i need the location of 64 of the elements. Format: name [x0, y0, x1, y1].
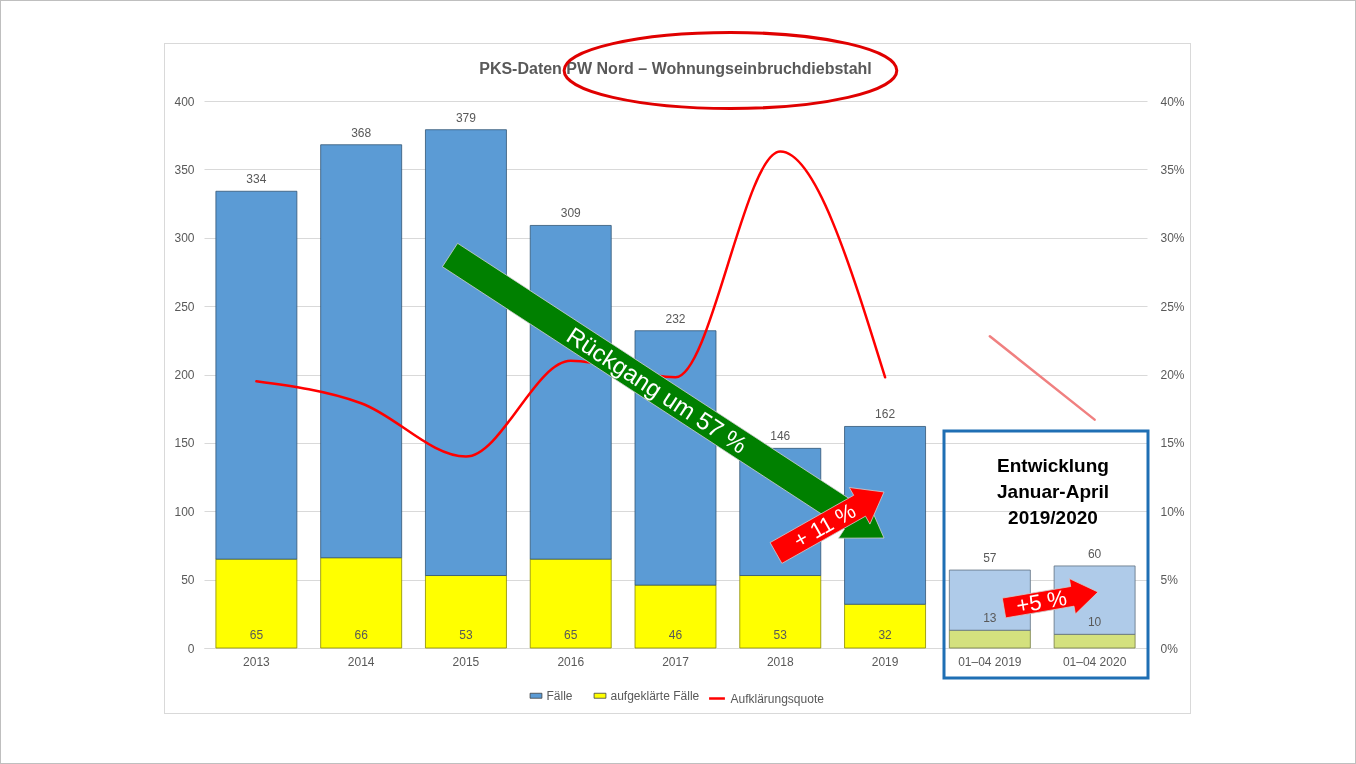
y-tick-label: 250 — [174, 299, 195, 314]
y2-tick-label: 15% — [1160, 436, 1185, 451]
bar — [844, 603, 926, 649]
data-label: 10 — [1087, 615, 1102, 630]
annotation: Entwicklung Januar-April 2019/2020 — [997, 454, 1109, 528]
total-label: 146 — [770, 429, 791, 444]
bar — [425, 129, 507, 576]
y2-tick-label: 5% — [1160, 573, 1179, 588]
y-tick-label: 200 — [174, 368, 195, 382]
bar — [425, 575, 507, 649]
total-label: 368 — [351, 125, 372, 140]
x-tick-label: 2017 — [662, 654, 690, 669]
x-tick-label: 2016 — [557, 654, 585, 669]
total-label: 379 — [455, 110, 477, 125]
total-label: 334 — [246, 172, 267, 187]
data-label: 32 — [878, 628, 893, 642]
data-label: 53 — [773, 628, 788, 642]
total-label: 232 — [665, 311, 686, 326]
bar — [215, 558, 298, 649]
legend-label: aufgeklärte Fälle — [610, 688, 700, 703]
bar — [320, 144, 403, 559]
legend-label: Fälle — [546, 688, 573, 703]
y-tick-label: 0 — [187, 641, 195, 656]
y2-tick-label: 30% — [1160, 231, 1185, 246]
total-label: 309 — [560, 206, 582, 221]
data-label: 46 — [668, 628, 683, 642]
total-label: 60 — [1087, 546, 1102, 561]
data-label: 65 — [564, 628, 578, 642]
y2-tick-label: 35% — [1160, 162, 1185, 177]
data-label: 13 — [983, 611, 997, 626]
y2-tick-label: 25% — [1160, 299, 1185, 314]
data-label: 65 — [249, 628, 264, 642]
legend-label: Aufklärungsquote — [730, 691, 825, 706]
bar — [739, 575, 822, 649]
y-tick-label: 100 — [174, 504, 195, 519]
chart-title: PKS-Daten PW Nord – Wohnungseinbruchdiebstahl — [479, 60, 872, 77]
x-tick-label: 01–04 2020 — [1062, 654, 1127, 669]
bar — [320, 557, 403, 649]
x-tick-label: 2014 — [347, 654, 375, 669]
data-label: 53 — [459, 628, 473, 642]
y2-tick-label: 20% — [1160, 368, 1185, 382]
bar — [948, 629, 1031, 649]
x-tick-label: 2019 — [871, 654, 899, 669]
bar — [529, 558, 612, 649]
y-tick-label: 300 — [174, 231, 195, 246]
annotation: +5 % — [1014, 585, 1069, 619]
bar — [1053, 633, 1136, 649]
y-tick-label: 50 — [181, 573, 195, 588]
y2-tick-label: 10% — [1160, 504, 1185, 519]
x-tick-label: 2013 — [243, 654, 271, 669]
annotation: + 11 % — [789, 498, 861, 554]
bar — [634, 584, 717, 649]
x-tick-label: 2015 — [452, 654, 480, 669]
bar — [215, 190, 298, 560]
data-label: 66 — [354, 628, 369, 642]
x-tick-label: 01–04 2019 — [958, 654, 1022, 669]
y-tick-label: 350 — [174, 162, 195, 177]
total-label: 57 — [983, 551, 997, 566]
y-tick-label: 400 — [174, 94, 195, 109]
y2-tick-label: 0% — [1160, 641, 1179, 656]
x-tick-label: 2018 — [766, 654, 794, 669]
total-label: 162 — [875, 407, 896, 422]
y-tick-label: 150 — [174, 436, 195, 451]
y2-tick-label: 40% — [1160, 94, 1185, 109]
